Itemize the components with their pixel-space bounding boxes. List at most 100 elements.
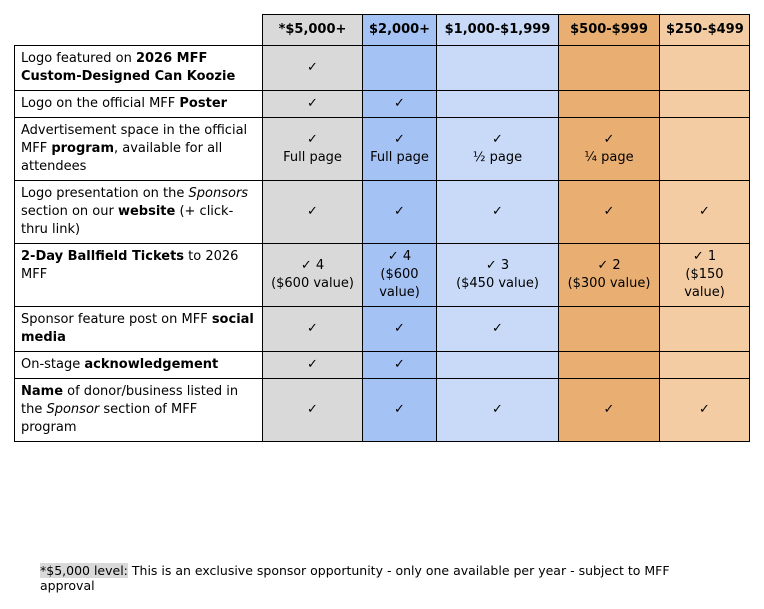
row-label: Advertisement space in the official MFF … <box>14 117 263 181</box>
tier-cell: ✓ <box>436 306 559 352</box>
tier-cell: ✓ <box>262 351 363 379</box>
tier-cell <box>659 117 750 181</box>
row-label: On-stage acknowledgement <box>14 351 263 379</box>
text-segment: section of MFF program <box>21 402 198 435</box>
tier-cell <box>558 45 660 91</box>
tier-cell: ✓ <box>558 180 660 244</box>
text-segment: website <box>117 204 176 219</box>
column-header: $2,000+ <box>362 14 437 46</box>
text-segment: to 2026 MFF <box>21 249 239 282</box>
table-row: On-stage acknowledgement ✓ ✓ <box>14 351 750 379</box>
cell-text: ($450 value) <box>456 276 539 291</box>
cell-text: ✓ <box>603 402 615 417</box>
text-segment: Sponsor <box>46 402 100 417</box>
tier-cell: ✓ Full page <box>362 117 437 181</box>
tier-cell <box>436 90 559 118</box>
cell-text: ✓ <box>394 132 405 147</box>
tier-cell <box>659 90 750 118</box>
text-segment: Sponsor feature post on MFF <box>21 312 212 327</box>
text-segment: Poster <box>179 96 228 111</box>
cell-text: ✓ <box>603 132 615 147</box>
text-segment: Name <box>21 384 64 399</box>
column-header: $250-$499 <box>659 14 750 46</box>
header-row: *$5,000+ $2,000+ $1,000-$1,999 $500-$999 $25… <box>14 14 750 46</box>
cell-text: ($600 value) <box>271 276 354 291</box>
tier-cell <box>659 351 750 379</box>
tier-cell: ✓ <box>262 378 363 442</box>
footnote: *$5,000 level: This is an exclusive spon… <box>40 563 720 593</box>
cell-text: ✓ <box>394 321 405 336</box>
cell-text: ✓ <box>307 402 318 417</box>
cell-text: ✓ <box>492 321 503 336</box>
text-segment: 2026 MFF Custom-Designed Can Koozie <box>21 51 236 84</box>
cell-text: Full page <box>283 150 342 165</box>
cell-text: ($600 value) <box>379 267 420 300</box>
cell-text: ½ page <box>472 150 523 165</box>
text-segment: (+ click-thru link) <box>21 204 234 237</box>
text-segment: On-stage <box>21 357 85 372</box>
tier-cell: ✓ <box>262 45 363 91</box>
tier-cell: ✓ Full page <box>262 117 363 181</box>
tier-cell: ✓ <box>362 378 437 442</box>
cell-text: ¼ page <box>584 150 634 165</box>
tier-cell <box>558 306 660 352</box>
row-label: Logo on the official MFF Poster <box>14 90 263 118</box>
tier-cell <box>436 45 559 91</box>
table-row: Name of donor/business listed in the Spo… <box>14 378 750 442</box>
table-body: Logo featured on 2026 MFF Custom-Designe… <box>14 45 750 442</box>
row-label: Name of donor/business listed in the Spo… <box>14 378 263 442</box>
cell-text: ✓ <box>492 204 503 219</box>
text-segment: section on our <box>21 204 118 219</box>
tier-cell: ✓ 4 ($600 value) <box>362 243 437 307</box>
text-segment: 2-Day Ballfield Tickets <box>21 249 185 264</box>
tier-cell <box>362 45 437 91</box>
cell-text: ✓ <box>394 357 405 372</box>
tier-cell: ✓ 3 ($450 value) <box>436 243 559 307</box>
cell-text: ✓ 3 <box>485 258 510 273</box>
row-label: Logo presentation on the Sponsors sectio… <box>14 180 263 244</box>
tier-cell <box>436 351 559 379</box>
tier-cell: ✓ 4 ($600 value) <box>262 243 363 307</box>
cell-text: ✓ <box>394 402 405 417</box>
table-row: Sponsor feature post on MFF social media… <box>14 306 750 352</box>
tier-cell: ✓ <box>262 180 363 244</box>
text-segment: Logo featured on <box>21 51 136 66</box>
tier-cell: ✓ <box>262 306 363 352</box>
tier-cell: ✓ <box>436 180 559 244</box>
row-label: Logo featured on 2026 MFF Custom-Designe… <box>14 45 263 91</box>
tier-cell: ✓ <box>362 351 437 379</box>
tier-cell: ✓ <box>362 90 437 118</box>
cell-text: ✓ 1 <box>692 249 717 264</box>
cell-text: ✓ <box>699 204 710 219</box>
text-segment: program <box>51 141 114 156</box>
cell-text: ($300 value) <box>567 276 651 291</box>
cell-text: ✓ <box>307 132 318 147</box>
text-segment: social media <box>21 312 254 345</box>
column-header: $1,000-$1,999 <box>436 14 559 46</box>
tier-cell: ✓ <box>659 180 750 244</box>
tier-cell: ✓ ¼ page <box>558 117 660 181</box>
column-header: *$5,000+ <box>262 14 363 46</box>
text-segment: , available for all attendees <box>21 141 223 174</box>
tier-cell: ✓ 2 ($300 value) <box>558 243 660 307</box>
table-row: Logo on the official MFF Poster ✓ ✓ <box>14 90 750 118</box>
table-row: Logo presentation on the Sponsors sectio… <box>14 180 750 244</box>
text-segment: Logo presentation on the <box>21 186 189 201</box>
blank-header <box>14 14 263 46</box>
text-segment: Sponsors <box>188 186 249 201</box>
tier-cell: ✓ ½ page <box>436 117 559 181</box>
cell-text: ✓ <box>307 96 318 111</box>
tier-cell <box>659 45 750 91</box>
cell-text: ($150 value) <box>684 267 725 300</box>
tier-cell: ✓ <box>362 180 437 244</box>
cell-text: ✓ 4 <box>300 258 325 273</box>
cell-text: ✓ <box>307 60 318 75</box>
row-label: 2-Day Ballfield Tickets to 2026 MFF <box>14 243 263 307</box>
text-segment: Advertisement space in the official MFF <box>21 123 248 156</box>
tier-cell <box>659 306 750 352</box>
tier-cell <box>558 90 660 118</box>
text-segment: *$5,000 level: <box>40 563 128 578</box>
tier-cell: ✓ <box>362 306 437 352</box>
cell-text: ✓ <box>492 132 503 147</box>
